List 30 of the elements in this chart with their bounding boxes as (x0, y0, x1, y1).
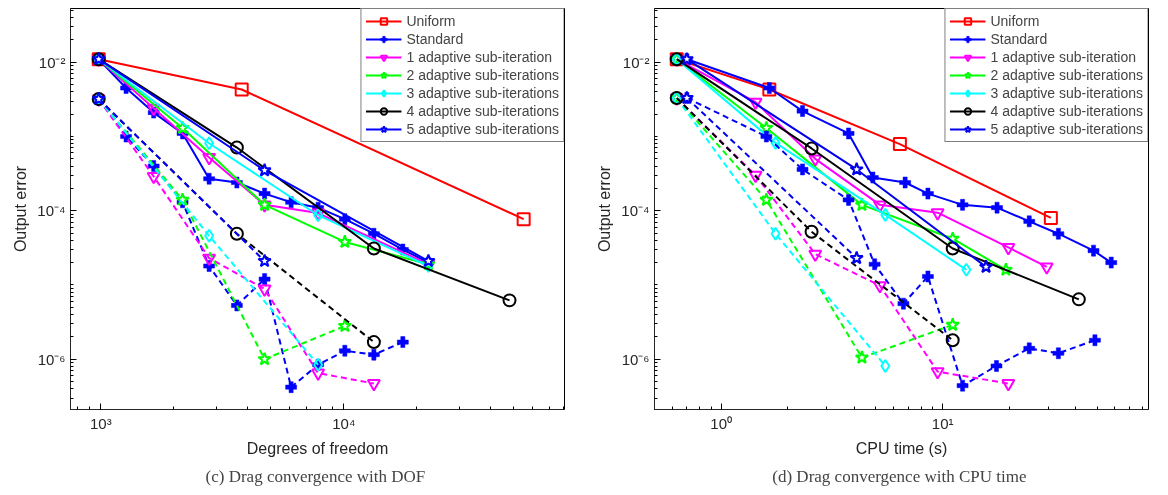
y-axis-title: Output error (12, 165, 30, 253)
legend-label: Standard (406, 31, 464, 47)
x-tick-label: 10¹ (931, 414, 954, 432)
text: (c) Drag convergence with DOF (205, 466, 426, 486)
legend-label: Uniform (990, 13, 1040, 29)
legend-label: Standard (990, 31, 1048, 47)
y-tick-label: 10⁻⁴ (621, 202, 650, 220)
legend-label: 3 adaptive sub-iterations (406, 85, 559, 101)
x-axis-title: Degrees of freedom (246, 439, 389, 457)
y-tick-label: 10⁻⁶ (621, 350, 650, 368)
legend-label: Uniform (406, 13, 456, 29)
x-axis-title: CPU time (s) (855, 439, 948, 457)
y-tick-label: 10⁻² (622, 53, 650, 71)
x-tick-label: 10⁴ (332, 414, 356, 432)
x-tick-label: 10³ (90, 414, 112, 432)
text: (d) Drag convergence with CPU time (772, 466, 1027, 486)
legend-label: 5 adaptive sub-iterations (406, 121, 559, 137)
legend-label: 3 adaptive sub-iterations (990, 85, 1143, 101)
legend-label: 1 adaptive sub-iteration (406, 49, 552, 65)
y-tick-label: 10⁻⁴ (37, 202, 66, 220)
legend-label: 5 adaptive sub-iterations (990, 121, 1143, 137)
legend-label: 2 adaptive sub-iterations (990, 67, 1143, 83)
legend-label: 2 adaptive sub-iterations (406, 67, 559, 83)
x-tick-label: 10⁰ (710, 414, 733, 432)
legend-label: 4 adaptive sub-iterations (990, 103, 1143, 119)
legend-label: 4 adaptive sub-iterations (406, 103, 559, 119)
y-tick-label: 10⁻² (38, 53, 66, 71)
legend-label: 1 adaptive sub-iteration (990, 49, 1136, 65)
y-axis-title: Output error (596, 165, 614, 253)
y-tick-label: 10⁻⁶ (37, 350, 66, 368)
